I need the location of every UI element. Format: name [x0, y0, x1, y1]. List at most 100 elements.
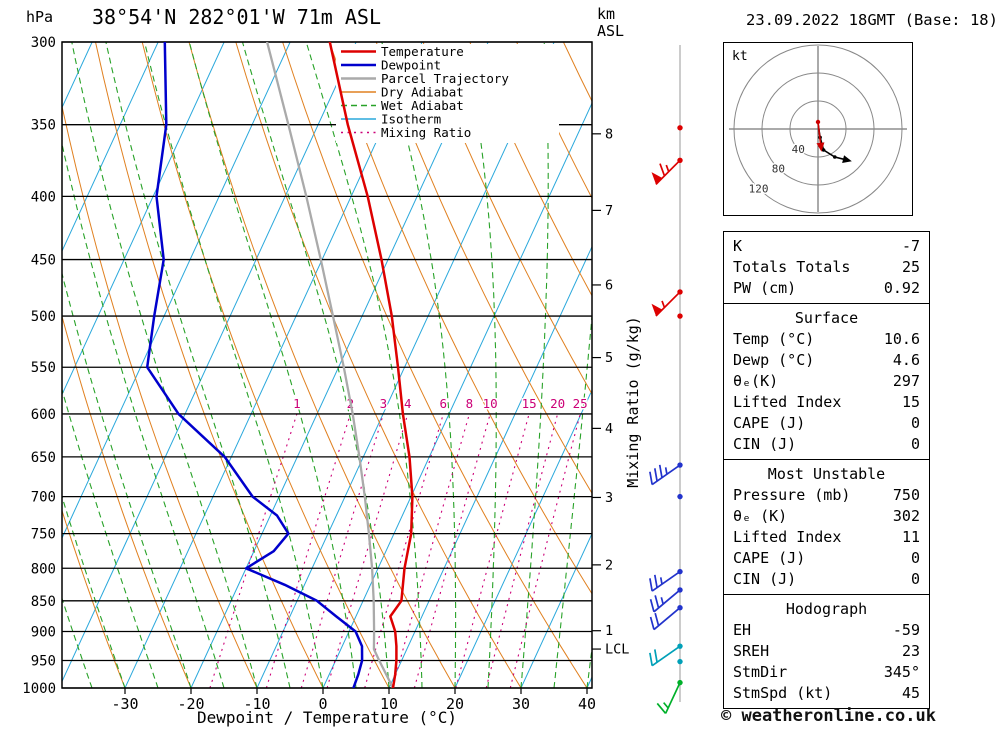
stat-label: CIN (J) — [733, 570, 797, 588]
legend-label: Parcel Trajectory — [381, 71, 509, 86]
hodograph-arrowhead — [816, 142, 825, 152]
wind-dot — [677, 313, 683, 319]
stat-row: CIN (J) 0 — [724, 569, 929, 590]
stats-section-header: Hodograph — [785, 600, 868, 618]
stat-row: Totals Totals 25 — [724, 257, 929, 278]
wind-barb — [649, 568, 683, 592]
pressure-tick-label: 600 — [31, 407, 56, 423]
temperature-axis-label: Dewpoint / Temperature (°C) — [196, 708, 458, 727]
temperature-tick-label: -20 — [177, 695, 204, 713]
stat-row: Lifted Index 11 — [724, 527, 929, 548]
hodograph-ring-label: 80 — [772, 163, 785, 176]
lcl-label: LCL — [605, 642, 629, 658]
pressure-tick-label: 750 — [31, 527, 56, 543]
km-asl-ticks: 1 2 3 4 5 6 7 8 — [592, 126, 613, 639]
copyright: © weatheronline.co.uk — [721, 706, 936, 726]
temperature-tick-label: 10 — [380, 695, 398, 713]
stat-value: 23 — [901, 642, 920, 660]
dewpoint-curve — [145, 42, 364, 688]
stat-value: 15 — [901, 393, 920, 411]
legend-label: Temperature — [381, 44, 464, 59]
hodograph-unit-label: kt — [732, 49, 748, 64]
hodograph-ring — [761, 72, 875, 186]
pressure-axis-unit: hPa — [26, 8, 54, 26]
stats-group: K -7 Totals Totals 25 PW (cm) 0.92 — [723, 231, 930, 304]
stats-group: Most Unstable Pressure (mb) 750 θₑ (K) 302 Li… — [723, 459, 930, 595]
mixing-ratio-label: 10 — [483, 396, 498, 411]
stat-value: 750 — [892, 486, 920, 504]
altitude-axis-unit-asl: ASL — [597, 22, 625, 40]
stat-value: 302 — [892, 507, 920, 525]
stat-value: 297 — [892, 372, 920, 390]
stat-label: SREH — [733, 642, 770, 660]
legend-label: Dewpoint — [381, 58, 441, 73]
stats-section-header: Most Unstable — [767, 465, 886, 483]
stat-row: EH -59 — [724, 620, 929, 641]
plot-border — [61, 41, 593, 689]
stat-value: 0 — [910, 414, 920, 432]
legend-label: Mixing Ratio — [381, 125, 471, 140]
hodograph-ring-label: 120 — [749, 182, 769, 195]
stat-label: StmDir — [733, 663, 788, 681]
stat-label: Totals Totals — [733, 258, 851, 276]
wind-barb — [651, 157, 683, 185]
mixing-ratio-axis-label: Mixing Ratio (g/kg) — [624, 316, 642, 488]
km-tick-label: 3 — [605, 490, 613, 506]
stat-value: -59 — [892, 621, 920, 639]
pressure-tick-label: 500 — [31, 309, 56, 325]
stats-table: K -7 Totals Totals 25 PW (cm) 0.92 Surface Temp… — [723, 231, 930, 709]
stat-value: 0 — [910, 570, 920, 588]
wind-barb — [649, 587, 683, 613]
temperature-tick-label: 20 — [446, 695, 464, 713]
wind-barb — [649, 462, 683, 486]
stat-value: 0 — [910, 549, 920, 567]
pressure-tick-label: 900 — [31, 624, 56, 640]
wind-dot — [677, 493, 683, 500]
legend-label: Dry Adiabat — [381, 85, 464, 100]
pressure-tick-label: 850 — [31, 594, 56, 610]
mixing-ratio-label: 8 — [466, 396, 474, 411]
mixing-ratio-label: 1 — [293, 396, 301, 411]
stat-label: θₑ(K) — [733, 372, 779, 390]
km-tick-label: 1 — [605, 623, 613, 639]
stat-row: K -7 — [724, 236, 929, 257]
stat-value: 4.6 — [892, 351, 920, 369]
stat-label: CIN (J) — [733, 435, 797, 453]
storm-motion-origin-dot — [815, 119, 821, 125]
altitude-axis-unit-km: km — [597, 5, 616, 23]
parcel-trajectory-curve — [265, 42, 395, 688]
mixing-ratio-label: 3 — [380, 396, 388, 411]
temperature-tick-label: -30 — [111, 695, 138, 713]
hodograph-ring — [733, 44, 903, 214]
pressure-tick-label: 1000 — [22, 681, 56, 697]
stat-row: StmSpd (kt) 45 — [724, 683, 929, 704]
stat-row: θₑ (K) 302 — [724, 506, 929, 527]
storm-motion-vector — [817, 121, 822, 146]
stat-row: Lifted Index 15 — [724, 392, 929, 413]
stat-label: EH — [733, 621, 752, 639]
wind-dot — [677, 125, 683, 131]
km-tick-label: 7 — [605, 203, 613, 219]
temperature-tick-label: 40 — [578, 695, 596, 713]
stat-value: -7 — [901, 237, 920, 255]
wind-barb — [656, 679, 683, 714]
skewt-chart: 1 2 3 4 6 8 10 15 20 25TemperatureDewpointParcel … — [22, 35, 683, 714]
mixing-ratio-label: 25 — [573, 396, 588, 411]
stat-label: StmSpd (kt) — [733, 684, 833, 702]
stat-row: PW (cm) 0.92 — [724, 278, 929, 299]
temperature-tick-label: 30 — [512, 695, 530, 713]
temperature-tick-labels: -30 -20 -10 0 10 20 30 40 — [111, 688, 596, 713]
legend-background — [336, 44, 559, 143]
temperature-tick-label: 0 — [318, 695, 327, 713]
hodograph-ring — [789, 100, 847, 158]
stat-label: CAPE (J) — [733, 414, 806, 432]
stat-label: Pressure (mb) — [733, 486, 851, 504]
stat-value: 11 — [901, 528, 920, 546]
stats-section-header: Surface — [794, 309, 859, 327]
hodograph-trace-point — [833, 155, 837, 159]
mixing-ratio-label: 20 — [550, 396, 565, 411]
pressure-tick-label: 300 — [31, 35, 56, 51]
wind-dot — [677, 658, 683, 665]
